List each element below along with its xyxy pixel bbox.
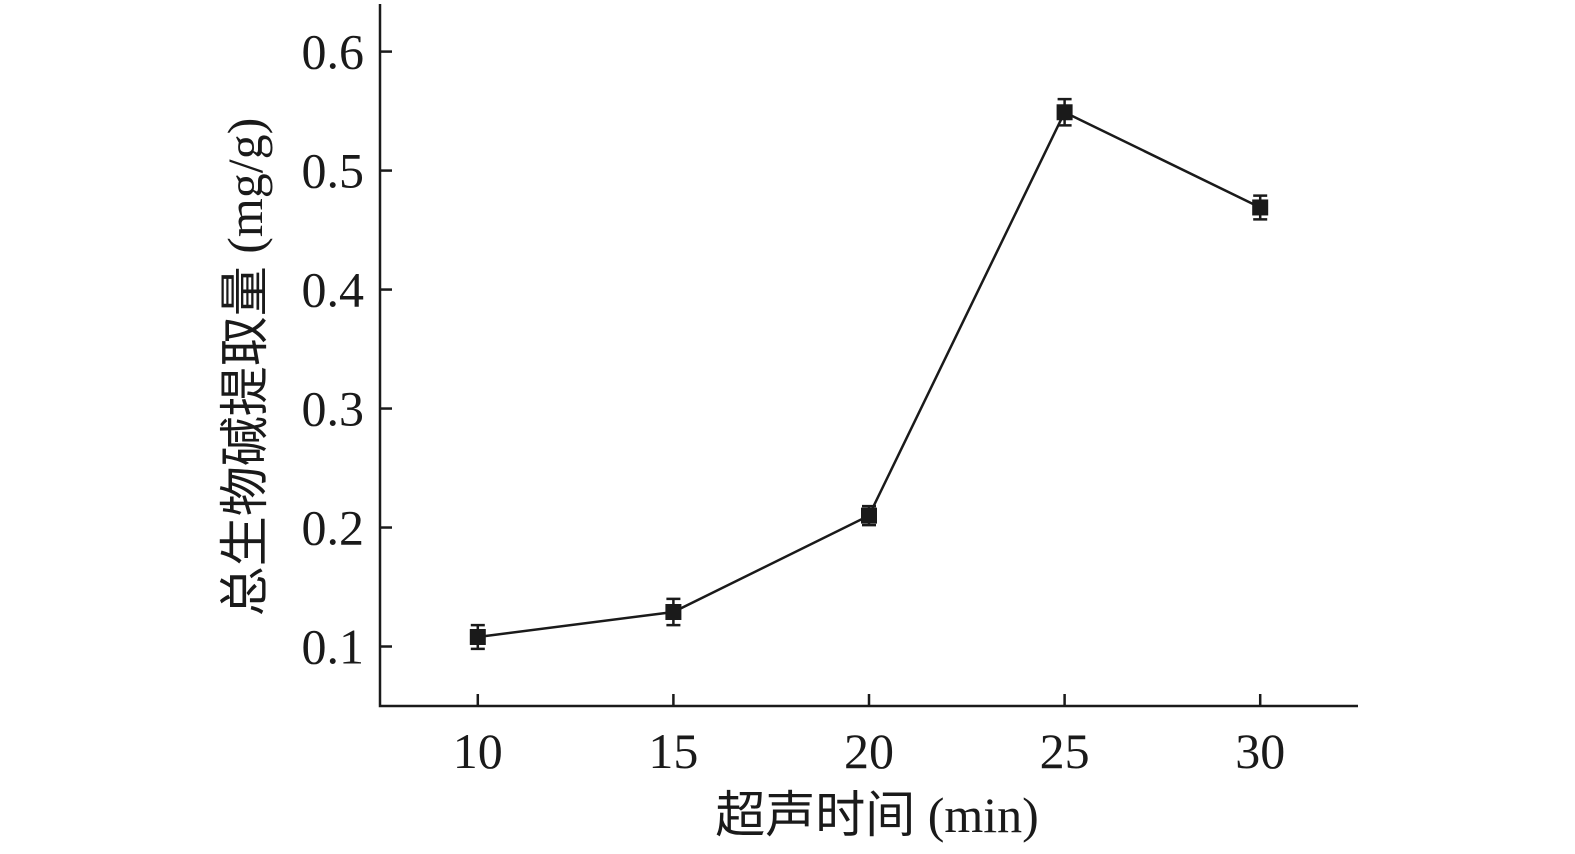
x-tick-label: 20 [844,723,894,779]
x-tick-label: 15 [648,723,698,779]
y-axis-title: 总生物碱提取量 (mg/g) [217,118,273,617]
series-line [477,110,1261,639]
y-tick-label: 0.5 [302,143,365,199]
x-axis-ticks: 10 15 20 25 30 [453,694,1285,779]
data-point [861,507,877,524]
x-tick-label: 30 [1235,723,1285,779]
data-point [1056,104,1073,121]
y-tick-label: 0.6 [302,24,365,80]
y-tick-label: 0.3 [302,381,365,437]
x-tick-label: 25 [1040,723,1090,779]
data-point [665,604,682,621]
data-point [1252,199,1269,216]
data-point [469,628,486,645]
y-tick-label: 0.1 [302,619,365,675]
plot-area [469,97,1269,651]
axis-frame [378,4,1358,708]
axes [378,4,1358,708]
x-axis-title: 超声时间 (min) [715,787,1039,843]
y-axis-ticks: 0.1 0.2 0.3 0.4 0.5 0.6 [302,24,392,675]
y-tick-label: 0.2 [302,500,365,556]
x-tick-label: 10 [453,723,503,779]
y-tick-label: 0.4 [302,262,365,318]
